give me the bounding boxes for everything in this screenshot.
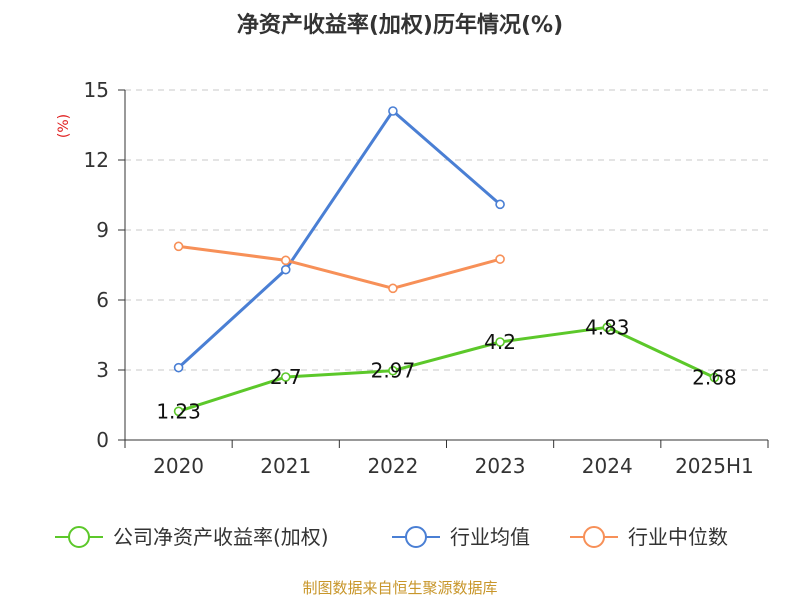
chart-title: 净资产收益率(加权)历年情况(%) bbox=[237, 12, 563, 38]
series-2-point-2022 bbox=[388, 283, 398, 294]
series-2-point-2020 bbox=[173, 241, 184, 252]
series-0-point-2024 bbox=[602, 322, 613, 333]
x-tick-label-2025H1: 2025H1 bbox=[675, 454, 754, 478]
series-line-0 bbox=[178, 325, 716, 413]
series-1-point-2023 bbox=[495, 199, 505, 210]
y-tick-label-3: 3 bbox=[96, 358, 109, 382]
data-label-2024: 4.83 bbox=[585, 315, 630, 339]
axes: 0 3 6 9 12 15 2020 2021 2022 2023 2024 2025H1 bbox=[84, 78, 769, 478]
y-tick-label-6: 6 bbox=[96, 288, 109, 312]
legend-label-0: 公司净资产收益率(加权) bbox=[113, 525, 329, 549]
series-0-point-2023 bbox=[495, 337, 505, 347]
series-1-point-2020 bbox=[173, 362, 184, 373]
y-tick-label-12: 12 bbox=[84, 148, 109, 172]
x-tick-label-2021: 2021 bbox=[260, 454, 311, 478]
series-0-point-2022 bbox=[388, 365, 398, 376]
data-label-2020: 1.23 bbox=[156, 399, 201, 423]
legend: 公司净资产收益率(加权) 行业均值 行业中位数 bbox=[55, 525, 728, 549]
data-label-2022: 2.97 bbox=[371, 359, 416, 383]
data-labels: 1.23 2.7 2.97 4.2 4.83 2.68 bbox=[156, 315, 736, 423]
x-tick-label-2022: 2022 bbox=[367, 454, 418, 478]
series-layer bbox=[173, 106, 720, 417]
legend-marker-2 bbox=[583, 526, 605, 548]
series-2-point-2023 bbox=[495, 254, 505, 264]
data-label-2025H1: 2.68 bbox=[692, 365, 737, 389]
y-tick-label-15: 15 bbox=[84, 78, 109, 102]
series-line-1 bbox=[177, 109, 502, 369]
y-axis-unit-label: (%) bbox=[56, 114, 72, 138]
legend-label-1: 行业均值 bbox=[450, 525, 530, 549]
series-0-point-2020 bbox=[173, 406, 184, 417]
data-label-2021: 2.7 bbox=[270, 365, 302, 389]
legend-marker-0 bbox=[68, 526, 90, 548]
legend-label-2: 行业中位数 bbox=[628, 525, 728, 549]
series-2-point-2021 bbox=[280, 255, 291, 266]
x-tick-label-2024: 2024 bbox=[582, 454, 633, 478]
series-1-point-2022 bbox=[388, 106, 398, 116]
y-tick-label-0: 0 bbox=[96, 428, 109, 452]
x-tick-label-2023: 2023 bbox=[475, 454, 526, 478]
series-0-point-2021 bbox=[280, 372, 291, 382]
x-tick-label-2020: 2020 bbox=[153, 454, 204, 478]
data-label-2023: 4.2 bbox=[484, 330, 516, 354]
y-tick-label-9: 9 bbox=[96, 218, 109, 242]
series-0-point-2025H1 bbox=[709, 372, 720, 383]
series-line-2 bbox=[178, 244, 501, 290]
series-1-point-2021 bbox=[280, 264, 291, 275]
legend-marker-1 bbox=[405, 526, 427, 548]
source-note: 制图数据来自恒生聚源数据库 bbox=[302, 579, 497, 597]
gridlines bbox=[125, 89, 768, 371]
